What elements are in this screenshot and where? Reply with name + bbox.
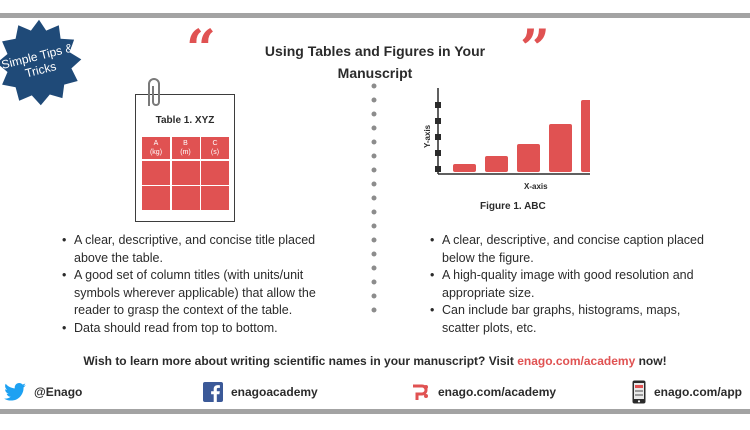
close-quote-mark: ”	[520, 19, 550, 80]
table-header-cell: B (m)	[171, 137, 200, 159]
top-rule	[0, 13, 750, 18]
table-illustration-title: Table 1. XYZ	[155, 115, 215, 126]
table-cell	[142, 160, 170, 185]
cta-text: Wish to learn more about writing scienti…	[83, 354, 518, 368]
table-header-cell: C (s)	[201, 137, 229, 159]
chart-bar	[549, 124, 572, 172]
table-cell	[142, 186, 170, 210]
x-axis-label: X-axis	[524, 182, 548, 191]
paperclip-icon	[148, 78, 160, 106]
twitter-handle: @Enago	[34, 385, 83, 399]
list-item: A clear, descriptive, and concise captio…	[430, 232, 705, 267]
bar-chart-illustration: Y-axis X-axis	[423, 88, 590, 191]
bottom-rule	[0, 409, 750, 414]
chart-bar	[517, 144, 540, 172]
chart-bar	[485, 156, 508, 172]
table-grid: A (kg) B (m) C (s)	[142, 137, 229, 210]
table-cell	[171, 160, 200, 185]
phone-icon	[632, 380, 646, 404]
tables-tips-list: A clear, descriptive, and concise title …	[62, 232, 337, 337]
website-link[interactable]: enago.com/academy	[410, 380, 556, 404]
chart-bar	[581, 100, 590, 172]
figures-tips-list: A clear, descriptive, and concise captio…	[430, 232, 705, 337]
list-item: A high-quality image with good resolutio…	[430, 267, 705, 302]
academy-link[interactable]: enago.com/academy	[517, 354, 636, 368]
app-link[interactable]: enago.com/app	[632, 380, 742, 404]
table-cell	[171, 186, 200, 210]
y-tick	[435, 166, 441, 172]
y-tick	[435, 134, 441, 140]
facebook-icon	[203, 382, 223, 402]
y-tick	[435, 118, 441, 124]
list-item: A clear, descriptive, and concise title …	[62, 232, 337, 267]
list-item: Can include bar graphs, histograms, maps…	[430, 302, 705, 337]
figure-illustration-caption: Figure 1. ABC	[480, 201, 546, 212]
y-axis-label: Y-axis	[423, 124, 432, 148]
y-tick	[435, 102, 441, 108]
open-quote-mark: “	[186, 19, 216, 80]
table-cell	[201, 186, 229, 210]
table-header-cell: A (kg)	[142, 137, 170, 159]
app-url: enago.com/app	[654, 385, 743, 399]
website-url: enago.com/academy	[438, 385, 557, 399]
table-cell	[201, 160, 229, 185]
call-to-action: Wish to learn more about writing scienti…	[0, 354, 750, 368]
list-item: A good set of column titles (with units/…	[62, 267, 337, 320]
facebook-handle: enagoacademy	[231, 385, 318, 399]
page-title: Using Tables and Figures in Your Manuscr…	[264, 43, 486, 81]
twitter-handle-link[interactable]: @Enago	[4, 380, 82, 404]
table-illustration: Table 1. XYZ A (kg) B (m) C (s)	[135, 94, 235, 222]
twitter-icon	[4, 383, 26, 401]
list-item: Data should read from top to bottom.	[62, 320, 337, 338]
chart-bar	[453, 164, 476, 172]
dotted-divider	[371, 83, 377, 313]
facebook-link[interactable]: enagoacademy	[203, 380, 318, 404]
y-tick	[435, 150, 441, 156]
badge-text: Simple Tips & Tricks	[0, 40, 75, 81]
enago-logo-icon	[413, 384, 428, 400]
badge-star-icon	[0, 19, 82, 106]
cta-suffix: now!	[635, 354, 667, 368]
